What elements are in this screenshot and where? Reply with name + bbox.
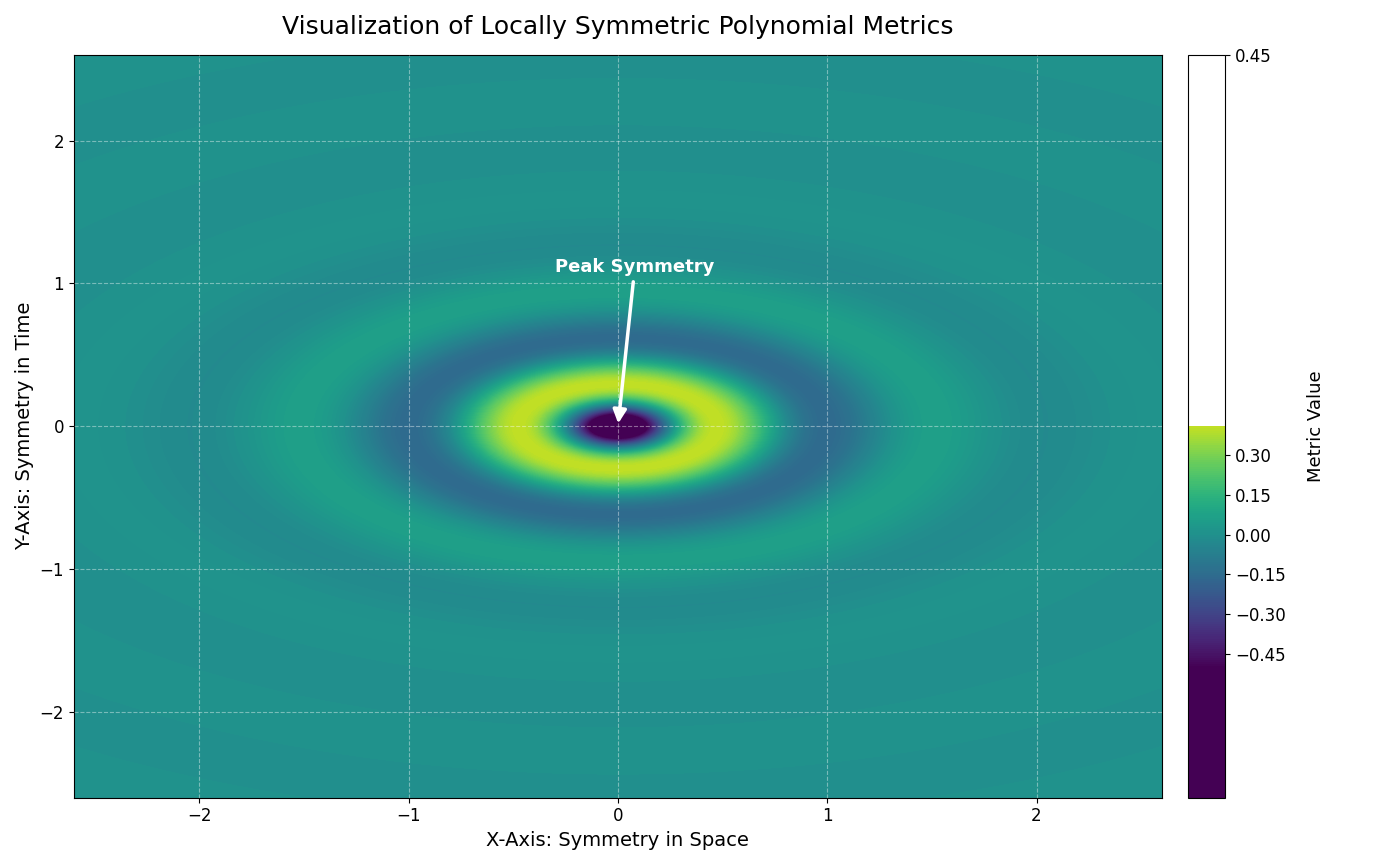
Title: Visualization of Locally Symmetric Polynomial Metrics: Visualization of Locally Symmetric Polyn…: [283, 15, 953, 39]
X-axis label: X-Axis: Symmetry in Space: X-Axis: Symmetry in Space: [486, 831, 749, 850]
Y-axis label: Metric Value: Metric Value: [1306, 370, 1324, 482]
Text: Peak Symmetry: Peak Symmetry: [556, 259, 714, 420]
Y-axis label: Y-Axis: Symmetry in Time: Y-Axis: Symmetry in Time: [15, 302, 34, 550]
